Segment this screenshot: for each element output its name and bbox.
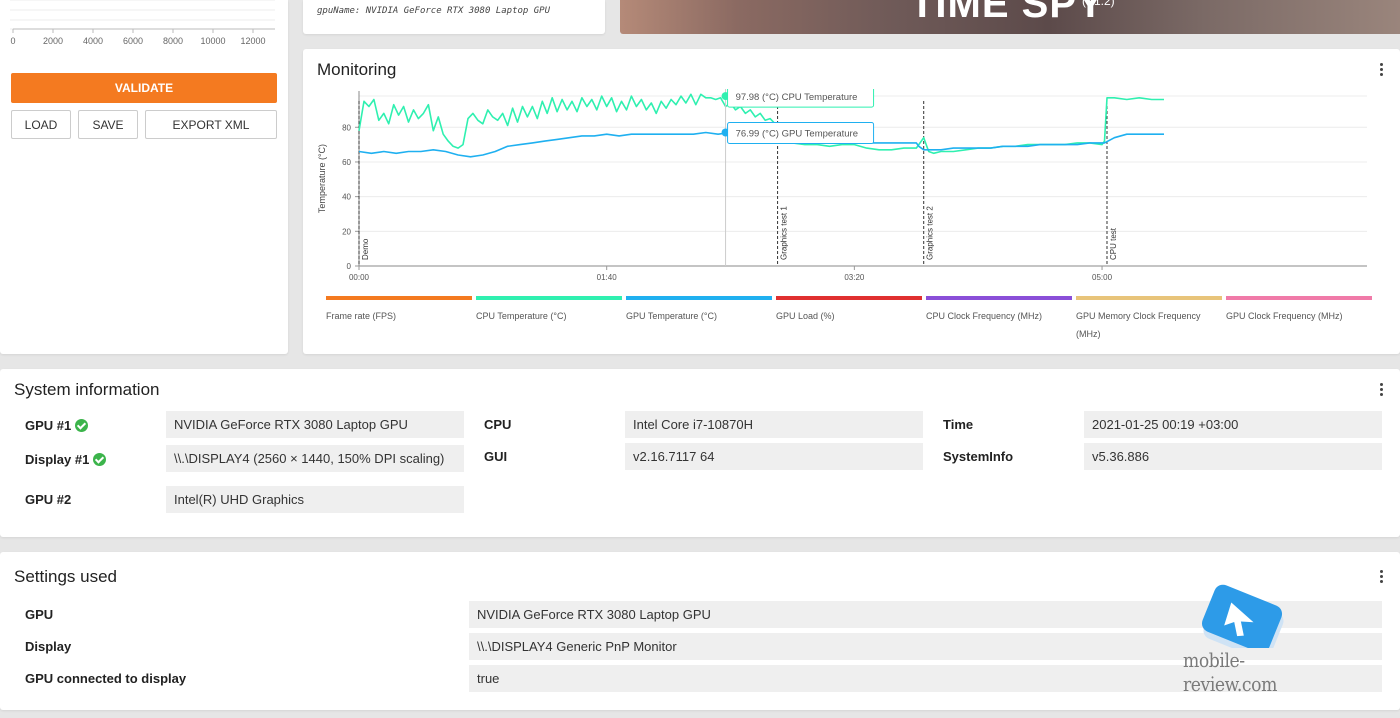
load-button[interactable]: LOAD — [11, 110, 71, 139]
mini-axis-tick-label: 8000 — [163, 36, 183, 46]
y-tick-label: 60 — [342, 158, 351, 167]
left-panel: 0 2000 4000 6000 8000 10000 12000 VALIDATE LOA… — [0, 0, 288, 354]
system-information-card: System information GPU #1 NVIDIA GeForce… — [0, 369, 1400, 537]
tooltip-text: 97.98 (°C) CPU Temperature — [736, 92, 858, 103]
legend-color-bar — [476, 296, 622, 300]
settings-used-card: Settings used GPU NVIDIA GeForce RTX 308… — [0, 552, 1400, 710]
legend-label: GPU Memory Clock Frequency (MHz) — [1076, 311, 1201, 339]
gpu-name-text: gpuName: NVIDIA GeForce RTX 3080 Laptop … — [317, 6, 550, 16]
legend-label: GPU Load (%) — [776, 311, 835, 321]
tooltip-box — [727, 89, 875, 108]
legend-item[interactable]: CPU Temperature (°C) — [476, 296, 622, 325]
legend-item[interactable]: Frame rate (FPS) — [326, 296, 472, 325]
display1-label-text: Display #1 — [25, 452, 90, 467]
gpu-connected-label: GPU connected to display — [25, 671, 187, 686]
settings-gpu-label: GPU — [25, 607, 54, 622]
tooltip-text: 76.99 (°C) GPU Temperature — [736, 128, 858, 139]
legend-item[interactable]: GPU Memory Clock Frequency (MHz) — [1076, 296, 1222, 343]
x-tick-label: 00:00 — [349, 273, 370, 282]
monitoring-card: Monitoring 0 20 40 60 80 Temperature (°C) 00:0… — [303, 49, 1400, 354]
legend-item[interactable]: CPU Clock Frequency (MHz) — [926, 296, 1072, 325]
y-tick-label: 20 — [342, 227, 351, 236]
display1-value: \\.\DISPLAY4 (2560 × 1440, 150% DPI scal… — [166, 445, 464, 472]
cpu-label: CPU — [484, 417, 512, 432]
legend-color-bar — [626, 296, 772, 300]
legend-label: GPU Clock Frequency (MHz) — [1226, 311, 1343, 321]
y-tick-label: 0 — [347, 262, 352, 271]
legend-label: GPU Temperature (°C) — [626, 311, 717, 321]
mini-axis-tick-label: 0 — [10, 36, 15, 46]
benchmark-version: (V1.2) — [1082, 0, 1115, 8]
legend-item[interactable]: GPU Load (%) — [776, 296, 922, 325]
gpu-temperature-tooltip: 76.99 (°C) GPU Temperature — [727, 121, 875, 144]
systeminfo-value: v5.36.886 — [1084, 443, 1382, 470]
time-value: 2021-01-25 00:19 +03:00 — [1084, 411, 1382, 438]
x-tick-label: 05:00 — [1092, 273, 1113, 282]
legend-item[interactable]: GPU Temperature (°C) — [626, 296, 772, 325]
watermark-text: mobile-review.com — [1183, 648, 1277, 696]
gpu-details-card: gpuName: NVIDIA GeForce RTX 3080 Laptop … — [303, 0, 605, 34]
monitoring-chart: 0 20 40 60 80 Temperature (°C) 00:00 01:40 03:20… — [317, 89, 1367, 282]
cpu-temperature-tooltip: 97.98 (°C) CPU Temperature — [727, 89, 875, 108]
benchmark-banner: TIME SPY (V1.2) — [620, 0, 1400, 34]
x-tick-label: 01:40 — [597, 273, 618, 282]
watermark-logo-icon — [1201, 584, 1284, 660]
watermark: mobile-review.com — [1180, 578, 1330, 696]
systeminfo-label: SystemInfo — [943, 449, 1014, 464]
validate-button[interactable]: VALIDATE — [11, 73, 277, 103]
save-button[interactable]: SAVE — [78, 110, 138, 139]
mini-axis-tick-label: 6000 — [123, 36, 143, 46]
legend-color-bar — [326, 296, 472, 300]
benchmark-title: TIME SPY — [910, 0, 1105, 26]
check-icon — [75, 419, 89, 432]
gpu2-value: Intel(R) UHD Graphics — [166, 486, 464, 513]
test-marker-label: Demo — [361, 238, 370, 260]
monitoring-more-icon[interactable] — [1380, 63, 1384, 78]
legend-label: CPU Temperature (°C) — [476, 311, 567, 321]
gpu1-label: GPU #1 — [25, 418, 89, 433]
settings-used-title: Settings used — [14, 567, 118, 586]
y-tick-label: 80 — [342, 123, 351, 132]
legend-label: Frame rate (FPS) — [326, 311, 397, 321]
gpu-connected-value: true — [469, 665, 1382, 692]
series-line — [358, 93, 1164, 155]
legend-color-bar — [926, 296, 1072, 300]
gui-value: v2.16.7117 64 — [625, 443, 923, 470]
mini-axis-tick-label: 2000 — [43, 36, 63, 46]
test-marker-label: CPU test — [1109, 227, 1118, 260]
settings-more-icon[interactable] — [1380, 570, 1384, 585]
tooltip-box — [727, 121, 875, 144]
export-xml-button[interactable]: EXPORT XML — [145, 110, 277, 139]
mini-axis-tick-label: 10000 — [200, 36, 225, 46]
gpu1-value: NVIDIA GeForce RTX 3080 Laptop GPU — [166, 411, 464, 438]
legend-item[interactable]: GPU Clock Frequency (MHz) — [1226, 296, 1372, 325]
y-axis-label: Temperature (°C) — [317, 144, 327, 213]
legend-color-bar — [776, 296, 922, 300]
legend-label: CPU Clock Frequency (MHz) — [926, 311, 1043, 321]
display1-label: Display #1 — [25, 452, 107, 467]
gpu1-label-text: GPU #1 — [25, 418, 72, 433]
legend-color-bar — [1226, 296, 1372, 300]
legend-color-bar — [1076, 296, 1222, 300]
test-marker-label: Graphics test 2 — [926, 206, 935, 260]
check-icon — [93, 453, 107, 466]
score-distribution-axis: 0 2000 4000 6000 8000 10000 12000 — [10, 0, 275, 46]
settings-display-label: Display — [25, 639, 72, 654]
mini-axis-tick-label: 12000 — [240, 36, 265, 46]
system-information-title: System information — [14, 380, 160, 399]
test-marker-label: Graphics test 1 — [780, 206, 789, 260]
time-label: Time — [943, 417, 974, 432]
gpu2-label: GPU #2 — [25, 492, 72, 507]
y-tick-label: 40 — [342, 193, 351, 202]
x-tick-label: 03:20 — [844, 273, 865, 282]
mini-axis-tick-label: 4000 — [83, 36, 103, 46]
system-info-more-icon[interactable] — [1380, 383, 1384, 398]
monitoring-title: Monitoring — [317, 60, 397, 79]
gui-label: GUI — [484, 449, 508, 464]
cpu-value: Intel Core i7-10870H — [625, 411, 923, 438]
